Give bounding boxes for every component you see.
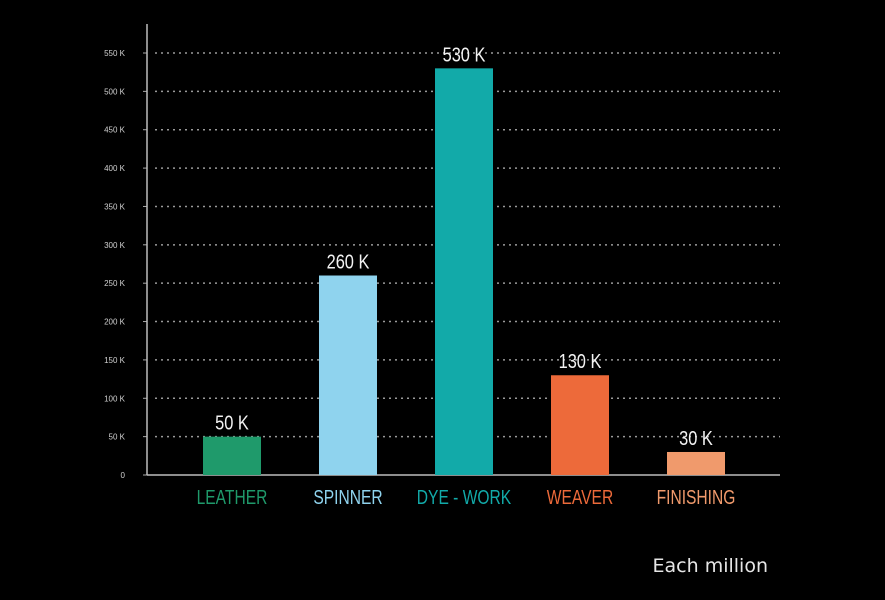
x-category-label: LEATHER — [197, 486, 268, 508]
bar-value-label: 30 K — [679, 426, 713, 449]
y-tick-label: 550 K — [104, 49, 126, 58]
y-tick-label: 150 K — [104, 356, 126, 365]
y-tick-label: 450 K — [104, 126, 126, 135]
bar — [319, 275, 377, 475]
bar — [551, 375, 609, 475]
y-tick-label: 350 K — [104, 202, 126, 211]
y-tick-label: 50 K — [109, 433, 126, 442]
x-category-label: DYE - WORK — [417, 486, 511, 508]
y-tick-label: 200 K — [104, 318, 126, 327]
x-category-label: SPINNER — [313, 486, 382, 508]
y-tick-label: 500 K — [104, 87, 126, 96]
bar-value-label: 530 K — [443, 43, 486, 66]
bar-value-label: 260 K — [327, 250, 370, 273]
y-tick-label: 100 K — [104, 394, 126, 403]
bar-value-label: 130 K — [559, 350, 602, 373]
y-tick-label: 300 K — [104, 241, 126, 250]
bar-value-label: 50 K — [215, 411, 249, 434]
bar — [667, 451, 725, 475]
y-tick-label: 250 K — [104, 279, 126, 288]
unit-note: Each million — [652, 555, 768, 577]
x-category-label: FINISHING — [657, 486, 736, 508]
y-tick-label: 400 K — [104, 164, 126, 173]
y-tick-label: 0 — [121, 471, 126, 480]
x-category-label: WEAVER — [547, 486, 613, 508]
bar — [435, 68, 493, 475]
bar — [203, 436, 261, 475]
